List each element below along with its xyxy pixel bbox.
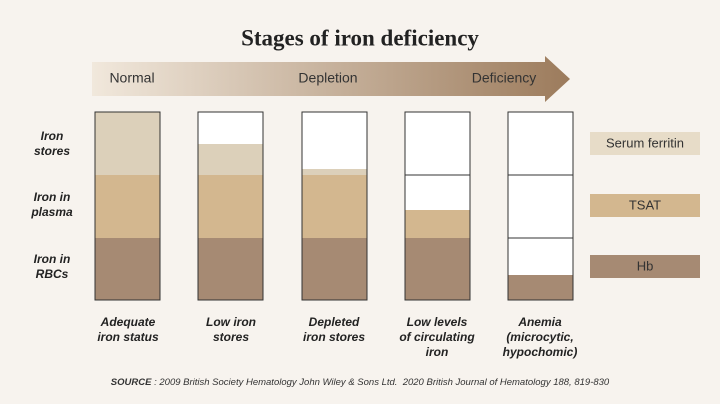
column-label: iron status [97,330,159,344]
title: Stages of iron deficiency [241,25,479,50]
stores-fill [198,144,263,175]
row-label: Iron in [34,190,71,204]
column-label: of circulating [399,330,475,344]
source-line: SOURCE : 2009 British Society Hematology… [111,377,610,388]
plasma-fill [302,175,367,238]
column-label: (microcytic, [506,330,573,344]
empty [302,112,367,175]
row-label: RBCs [36,267,69,281]
column-label: Low iron [206,315,256,329]
source-label: SOURCE [111,377,152,388]
progression-arrow [92,56,570,102]
row-labels: Iron stores Iron in plasma Iron in RBCs [30,129,73,281]
source-text: : 2009 British Society Hematology John W… [151,377,609,388]
legend-label: TSAT [629,197,661,212]
stage-column [301,111,368,301]
row-label: Iron [41,129,64,143]
column-labels: Adequate iron status Low iron stores Dep… [97,315,577,359]
rbc-fill [405,238,470,300]
legend-swatch [590,194,700,217]
stores-fill [95,112,160,175]
row-label: Iron in [34,252,71,266]
plasma-fill [198,175,263,238]
rbc-fill [508,275,573,300]
stage-column [94,111,161,301]
column-label: hypochomic) [503,345,578,359]
stage-column [197,111,264,301]
plasma-fill [95,175,160,238]
column-label: iron [426,345,449,359]
arrow-label: Depletion [298,70,357,86]
column-outline [507,111,574,301]
column-label: Adequate [100,315,156,329]
empty [508,112,573,300]
legend-swatch [590,255,700,278]
legend-label: Serum ferritin [606,135,684,150]
rbc-fill [302,238,367,300]
column-label: iron stores [303,330,365,344]
row-label: plasma [30,205,73,219]
column-label: Depleted [309,315,360,329]
arrow-label: Normal [109,70,154,86]
plasma-fill [405,210,470,238]
column-label: Low levels [407,315,468,329]
arrow-label: Deficiency [472,70,537,86]
stage-column [507,111,574,301]
rbc-fill [95,238,160,300]
rbc-fill [198,238,263,300]
legend-label: Hb [637,258,654,273]
column-label: Anemia [517,315,562,329]
stores-fill [302,169,367,175]
column-outline [94,111,161,301]
column-outline [404,111,471,301]
column-outline [197,111,264,301]
row-label: stores [34,144,70,158]
stage-column [404,111,471,301]
legend-swatch [590,132,700,155]
column-label: stores [213,330,249,344]
legend: Serum ferritin TSAT Hb [590,132,700,278]
column-outline [301,111,368,301]
